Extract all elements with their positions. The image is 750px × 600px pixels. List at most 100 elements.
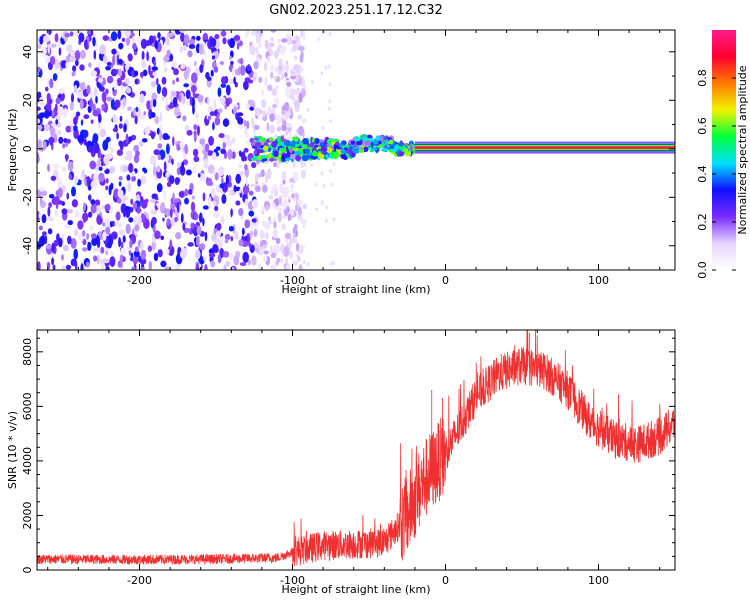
y-tick-label: 6000 — [21, 392, 34, 420]
spectrogram-cell — [245, 177, 249, 187]
spectrogram-cell — [128, 162, 134, 173]
spectrogram-cell — [112, 115, 119, 124]
spectrogram-cell — [174, 263, 180, 270]
spectrogram-cell — [162, 190, 167, 202]
spectrogram-cell — [196, 225, 202, 235]
spectrogram-cell — [204, 158, 209, 168]
spectrogram-cell — [238, 66, 241, 76]
spectrogram-cell — [100, 263, 106, 270]
spectrogram-cell — [66, 44, 73, 53]
spectrogram-cell — [105, 136, 111, 143]
spectrogram-cell — [89, 89, 94, 100]
spectrogram-cell — [165, 35, 170, 47]
spectrogram-cell — [161, 86, 168, 98]
spectrogram-cell — [110, 147, 115, 153]
spectrogram-cell — [119, 254, 123, 264]
spectrogram-cell — [219, 183, 225, 189]
spectrogram-cell — [86, 175, 90, 187]
spectrogram-cell — [169, 208, 173, 218]
spectrogram-cell — [268, 170, 273, 177]
spectrogram-cell — [174, 216, 178, 223]
spectrogram-cell — [47, 206, 51, 217]
spectrogram-cell — [164, 66, 168, 73]
spectrogram-cell — [215, 230, 222, 237]
spectrogram-cell — [173, 198, 181, 203]
spectrogram-cell — [270, 36, 274, 42]
spectrogram-cell — [251, 145, 257, 149]
spectrogram-cell — [268, 137, 274, 142]
spectrogram-cell — [276, 164, 280, 169]
spectrogram-cell — [222, 250, 230, 258]
spectrogram-cell — [117, 30, 122, 40]
spectrogram-cell — [285, 264, 291, 270]
spectrogram-cell — [37, 139, 43, 150]
spectrogram-cell — [246, 120, 250, 129]
spectrogram-cell — [134, 70, 139, 77]
spectrogram-cell — [176, 202, 180, 213]
spectrogram-cell — [99, 44, 106, 55]
spectrogram-cell — [74, 210, 80, 218]
spectrogram-cell — [175, 231, 182, 240]
spectrogram-cell — [125, 133, 129, 144]
spectrogram-cell — [214, 205, 219, 212]
spectrogram-cell — [284, 63, 290, 73]
spectrogram-cell — [188, 189, 193, 195]
spectrogram-cell — [251, 162, 257, 169]
spectrogram-cell — [140, 249, 147, 260]
spectrogram-cell — [330, 139, 335, 143]
spectrogram-cell — [255, 221, 258, 231]
spectrogram-cell — [149, 155, 156, 165]
spectrogram-cell — [274, 188, 279, 197]
spectrogram-cell — [139, 93, 145, 104]
spectrogram-cell — [280, 258, 284, 263]
spectrogram-cell — [58, 88, 65, 94]
spectrogram-cell — [57, 38, 61, 48]
spectrogram-cell — [44, 109, 50, 119]
spectrogram-cell — [50, 175, 57, 181]
spectrogram-cell — [284, 141, 290, 147]
spectrogram-cell — [230, 60, 234, 66]
spectrogram-cell — [102, 231, 107, 241]
spectrogram-cell — [322, 183, 326, 188]
spectrogram-cell — [178, 191, 185, 198]
spectrogram-cell — [106, 96, 113, 102]
spectrogram-cell — [45, 57, 50, 64]
spectrogram-cell — [281, 63, 285, 74]
spectrogram-cell — [233, 35, 241, 41]
spectrogram-cell — [237, 116, 243, 125]
spectrogram-cell — [118, 58, 123, 65]
spectrogram-cell — [255, 46, 259, 55]
spectrogram-cell — [333, 152, 338, 160]
spectrogram-cell — [47, 43, 51, 54]
spectrogram-cell — [270, 71, 274, 79]
spectrogram-cell — [153, 60, 157, 67]
spectrogram-cell — [104, 204, 111, 211]
spectrogram-cell — [47, 163, 50, 172]
spectrogram-cell — [42, 35, 50, 43]
spectrogram-cell — [197, 144, 204, 152]
spectrogram-cell — [258, 43, 262, 48]
spectrogram-cell — [208, 136, 215, 146]
spectrogram-cell — [64, 224, 70, 229]
spectrogram-cell — [299, 140, 303, 146]
snr-xlabel: Height of straight line (km) — [281, 583, 430, 596]
spectrogram-cell — [363, 146, 369, 152]
spectrogram-cell — [93, 142, 100, 154]
spectrogram-cell — [147, 245, 153, 252]
spectrogram-cell — [70, 238, 77, 249]
spectrogram-cell — [389, 145, 395, 149]
spectrogram-cell — [82, 238, 87, 246]
spectrogram-cell — [51, 257, 55, 266]
snr-background — [37, 330, 675, 570]
spectrogram-cell — [286, 206, 290, 214]
spectrogram-cell — [161, 76, 167, 85]
spectrogram-cell — [165, 97, 169, 107]
spectrogram-cell — [193, 131, 197, 143]
spectrogram-cell — [284, 157, 292, 161]
spectrogram-cell — [103, 154, 110, 165]
spectrogram-cell — [151, 216, 157, 225]
spectrogram-cell — [248, 190, 254, 196]
spectrogram-cell — [314, 182, 318, 187]
spectrogram-cell — [71, 199, 78, 208]
